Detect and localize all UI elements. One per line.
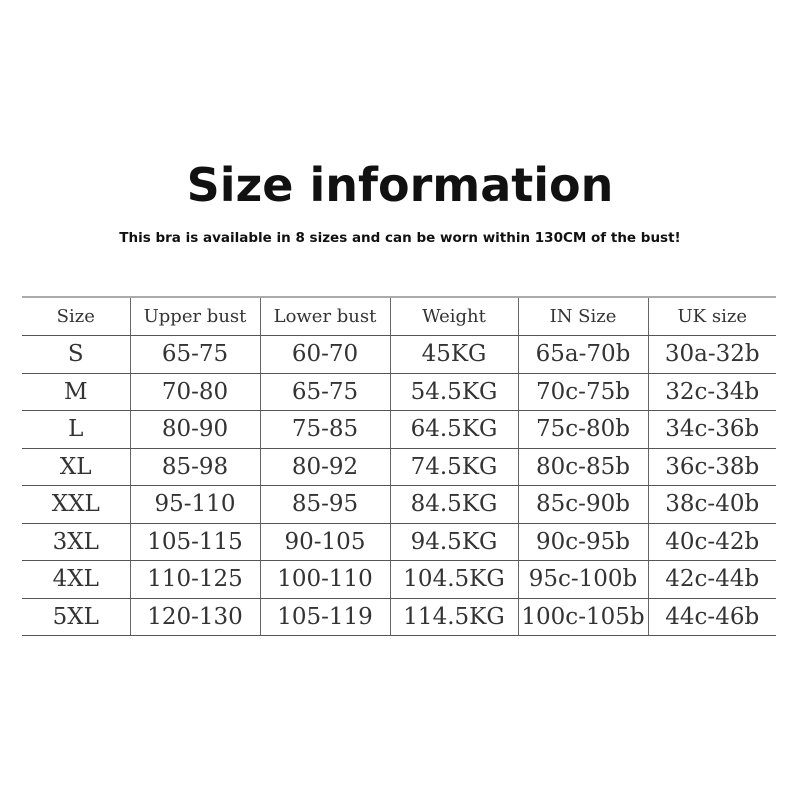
table-cell: 105-119 [259, 598, 390, 636]
table-cell: 65-75 [129, 335, 260, 374]
table-cell: XXL [22, 485, 130, 524]
column-header: Size [22, 296, 130, 336]
table-cell: 90-105 [259, 523, 390, 561]
table-cell: XL [22, 448, 130, 486]
table-cell: 60-70 [259, 335, 390, 374]
table-cell: 5XL [22, 598, 130, 636]
table-row: M 70-80 65-75 54.5KG 70c-75b 32c-34b [22, 373, 776, 411]
table-cell: 40c-42b [647, 523, 776, 561]
page-title: Size information [186, 158, 614, 212]
table-cell: 64.5KG [389, 410, 518, 449]
table-cell: 42c-44b [647, 560, 776, 599]
table-cell: S [22, 335, 130, 374]
table-cell: 120-130 [129, 598, 260, 636]
table-cell: 114.5KG [389, 598, 518, 636]
column-header: Upper bust [129, 296, 260, 336]
table-cell: 105-115 [129, 523, 260, 561]
table-cell: 80c-85b [517, 448, 648, 486]
table-row: 3XL 105-115 90-105 94.5KG 90c-95b 40c-42b [22, 523, 776, 561]
table-row: 4XL 110-125 100-110 104.5KG 95c-100b 42c-44b [22, 560, 776, 599]
table-cell: 84.5KG [389, 485, 518, 524]
table-cell: 3XL [22, 523, 130, 561]
table-cell: 36c-38b [647, 448, 776, 486]
table-cell: 110-125 [129, 560, 260, 599]
table-cell: 4XL [22, 560, 130, 599]
table-cell: 70c-75b [517, 373, 648, 411]
table-cell: 75-85 [259, 410, 390, 449]
table-row: XL 85-98 80-92 74.5KG 80c-85b 36c-38b [22, 448, 776, 486]
page-subtitle: This bra is available in 8 sizes and can… [119, 230, 681, 246]
table-cell: 34c-36b [647, 410, 776, 449]
table-cell: 100-110 [259, 560, 390, 599]
table-cell: 65a-70b [517, 335, 648, 374]
column-header: IN Size [517, 296, 648, 336]
table-row: XXL 95-110 85-95 84.5KG 85c-90b 38c-40b [22, 485, 776, 524]
table-cell: 85-95 [259, 485, 390, 524]
table-cell: 95-110 [129, 485, 260, 524]
column-header: Weight [389, 296, 518, 336]
table-cell: 100c-105b [517, 598, 648, 636]
table-cell: 54.5KG [389, 373, 518, 411]
table-cell: L [22, 410, 130, 449]
table-row: L 80-90 75-85 64.5KG 75c-80b 34c-36b [22, 410, 776, 449]
size-table: Size Upper bust Lower bust Weight IN Size UK … [22, 296, 776, 636]
table-cell: 95c-100b [517, 560, 648, 599]
table-header-row: Size Upper bust Lower bust Weight IN Size UK … [22, 296, 776, 336]
table-cell: 32c-34b [647, 373, 776, 411]
table-cell: 85c-90b [517, 485, 648, 524]
column-header: UK size [647, 296, 776, 336]
table-cell: 65-75 [259, 373, 390, 411]
table-cell: 44c-46b [647, 598, 776, 636]
table-cell: 80-90 [129, 410, 260, 449]
table-cell: 74.5KG [389, 448, 518, 486]
table-cell: 45KG [389, 335, 518, 374]
table-cell: 70-80 [129, 373, 260, 411]
table-row: S 65-75 60-70 45KG 65a-70b 30a-32b [22, 335, 776, 374]
table-cell: 85-98 [129, 448, 260, 486]
table-cell: 80-92 [259, 448, 390, 486]
table-cell: 104.5KG [389, 560, 518, 599]
table-cell: M [22, 373, 130, 411]
table-cell: 75c-80b [517, 410, 648, 449]
table-cell: 90c-95b [517, 523, 648, 561]
table-row: 5XL 120-130 105-119 114.5KG 100c-105b 44c-46b [22, 598, 776, 636]
table-cell: 94.5KG [389, 523, 518, 561]
table-cell: 30a-32b [647, 335, 776, 374]
table-cell: 38c-40b [647, 485, 776, 524]
column-header: Lower bust [259, 296, 390, 336]
